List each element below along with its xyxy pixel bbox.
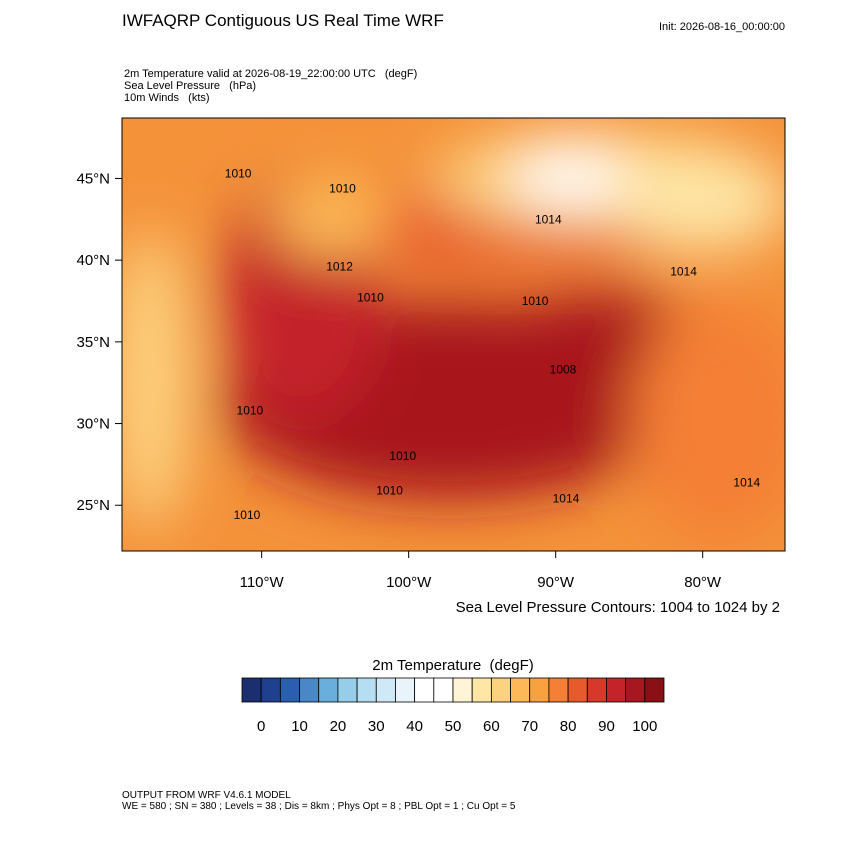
colorbar-tick-label: 100 [632, 718, 657, 735]
colorbar-box [452, 677, 473, 703]
colorbar-box [395, 677, 416, 703]
contour-label: 1014 [535, 212, 562, 226]
colorbar-box [241, 677, 262, 703]
title: IWFAQRP Contiguous US Real Time WRF [122, 11, 444, 30]
colorbar-tick-label: 60 [483, 718, 500, 735]
colorbar-box [586, 677, 607, 703]
field-line: Sea Level Pressure (hPa) [124, 80, 256, 92]
contour-label: 1014 [553, 492, 580, 506]
contour-label: 1012 [326, 260, 353, 274]
field-line: 10m Winds (kts) [124, 92, 210, 104]
y-tick-label: 30°N [76, 416, 110, 433]
y-tick-label: 45°N [76, 170, 110, 187]
colorbar-tick-label: 90 [598, 718, 615, 735]
colorbar-box [606, 677, 627, 703]
field-list: 2m Temperature valid at 2026-08-19_22:00… [124, 68, 417, 104]
colorbar-tick-label: 50 [445, 718, 462, 735]
x-tick-label: 80°W [684, 574, 722, 591]
colorbar-tick-label: 0 [257, 718, 265, 735]
colorbar-box [337, 677, 358, 703]
contour-label: 1008 [550, 363, 577, 377]
colorbar-box [644, 677, 665, 703]
colorbar-tick-label: 30 [368, 718, 385, 735]
contour-label: 1014 [733, 475, 760, 489]
contour-label: 1014 [670, 265, 697, 279]
colorbar-box [260, 677, 281, 703]
footer-line: OUTPUT FROM WRF V4.6.1 MODEL [122, 790, 291, 801]
colorbar-tick-label: 40 [406, 718, 423, 735]
colorbar-box [529, 677, 550, 703]
colorbar-box [490, 677, 511, 703]
colorbar-box [625, 677, 646, 703]
contour-label: 1010 [376, 484, 403, 498]
field-line: 2m Temperature valid at 2026-08-19_22:00… [124, 68, 417, 80]
contour-label: 1010 [329, 181, 356, 195]
init-time: Init: 2026-08-16_00:00:00 [659, 21, 785, 33]
y-tick-label: 25°N [76, 497, 110, 514]
colorbar-box [356, 677, 377, 703]
contour-label: 1010 [522, 294, 549, 308]
x-tick-label: 100°W [386, 574, 432, 591]
contour-note: Sea Level Pressure Contours: 1004 to 102… [456, 599, 780, 616]
colorbar-box [375, 677, 396, 703]
colorbar-box [471, 677, 492, 703]
contour-label: 1010 [237, 403, 264, 417]
x-tick-label: 90°W [537, 574, 575, 591]
contour-label: 1010 [357, 291, 384, 305]
colorbar-tick-label: 10 [291, 718, 308, 735]
colorbar-box [414, 677, 435, 703]
colorbar-box [318, 677, 339, 703]
contour-label: 1010 [234, 508, 261, 522]
colorbar-title: 2m Temperature (degF) [372, 657, 533, 674]
colorbar-box [510, 677, 531, 703]
colorbar-box [279, 677, 300, 703]
colorbar: 0 10 20 30 40 50 60 70 80 90 100 [241, 677, 665, 735]
x-tick-label: 110°W [240, 574, 285, 591]
map-axes: 110°W 100°W 90°W 80°W 25°N 30°N 35°N 40°N 45°N 10… [76, 167, 760, 591]
colorbar-box [548, 677, 569, 703]
colorbar-box [299, 677, 320, 703]
colorbar-tick-label: 80 [560, 718, 577, 735]
y-tick-label: 40°N [76, 252, 110, 269]
colorbar-tick-label: 20 [330, 718, 347, 735]
colorbar-box [433, 677, 454, 703]
colorbar-box [567, 677, 588, 703]
y-tick-label: 35°N [76, 334, 110, 351]
contour-label: 1010 [225, 167, 252, 181]
map-field [122, 118, 785, 551]
colorbar-tick-label: 70 [521, 718, 538, 735]
contour-label: 1010 [389, 449, 416, 463]
map-frame [121, 117, 786, 552]
footer-line: WE = 580 ; SN = 380 ; Levels = 38 ; Dis … [122, 801, 516, 812]
